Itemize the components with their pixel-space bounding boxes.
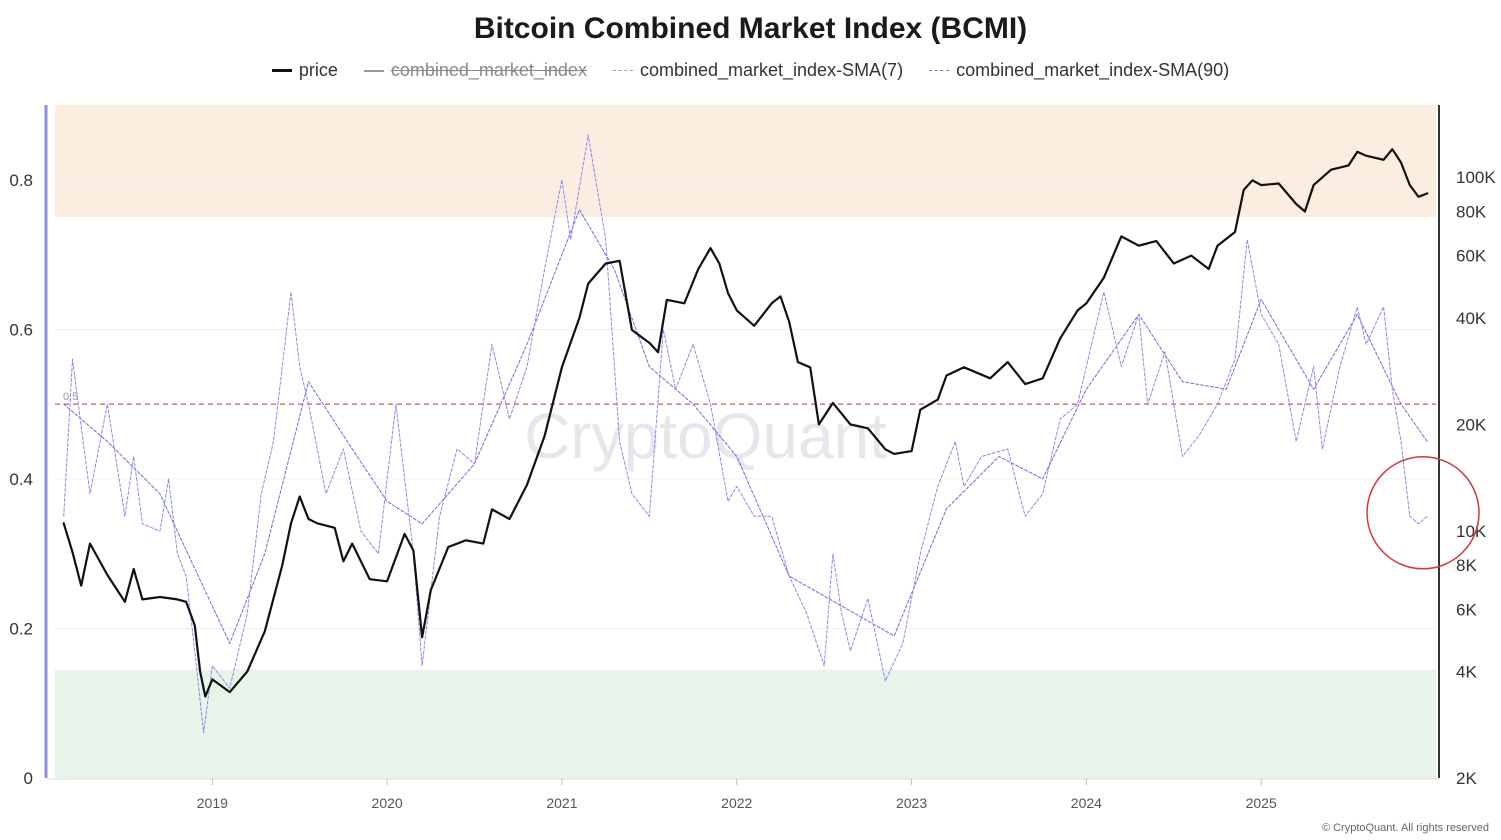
- legend-item-price[interactable]: price: [271, 60, 338, 81]
- zone-band-0: [55, 105, 1436, 218]
- legend-item-sma7[interactable]: combined_market_index-SMA(7): [612, 60, 904, 81]
- series-line-combined-market-index-sma-7-: [63, 134, 1428, 734]
- legend-label-price: price: [298, 60, 338, 80]
- zone-band-1: [55, 669, 1436, 778]
- x-tick-label: 2024: [1071, 795, 1102, 811]
- legend-label-sma90: combined_market_index-SMA(90): [956, 60, 1230, 80]
- y-left-tick-label: 0: [24, 769, 33, 788]
- series-line-combined-market-index-sma-90-: [63, 209, 1428, 644]
- y-right-tick-label: 4K: [1456, 663, 1477, 682]
- y-right-tick-label: 2K: [1456, 769, 1477, 788]
- y-left-tick-label: 0.4: [9, 470, 33, 489]
- legend-swatch-sma90: [929, 70, 950, 71]
- legend-label-combined-market-index: combined_market_index: [390, 60, 587, 80]
- y-right-tick-label: 6K: [1456, 600, 1477, 619]
- y-right-tick-label: 8K: [1456, 556, 1477, 575]
- legend-item-combined-market-index[interactable]: combined_market_index: [363, 60, 587, 81]
- y-left-tick-label: 0.8: [9, 171, 33, 190]
- chart-title: Bitcoin Combined Market Index (BCMI): [473, 12, 1028, 45]
- watermark-text: CryptoQuant: [524, 400, 887, 472]
- y-right-tick-label: 100K: [1456, 168, 1496, 187]
- y-right-tick-label: 40K: [1456, 309, 1487, 328]
- legend-item-sma90[interactable]: combined_market_index-SMA(90): [929, 60, 1229, 81]
- x-tick-label: 2022: [721, 795, 752, 811]
- legend-swatch-price: [271, 69, 292, 72]
- x-tick-label: 2025: [1246, 795, 1277, 811]
- legend-label-sma7: combined_market_index-SMA(7): [639, 60, 904, 80]
- y-right-tick-label: 10K: [1456, 522, 1487, 541]
- highlight-circle: [1366, 456, 1480, 570]
- legend-swatch-sma7: [612, 70, 633, 71]
- y-left-tick-label: 0.2: [9, 619, 33, 638]
- x-tick-label: 2019: [197, 795, 228, 811]
- x-tick-label: 2021: [546, 795, 577, 811]
- x-tick-label: 2023: [896, 795, 927, 811]
- y-right-tick-label: 20K: [1456, 415, 1487, 434]
- y-right-tick-label: 60K: [1456, 247, 1487, 266]
- y-right-tick-label: 80K: [1456, 202, 1487, 221]
- series-line-price: [62, 148, 1429, 698]
- y-left-tick-label: 0.6: [9, 320, 33, 339]
- legend: price combined_market_index combined_mar…: [0, 60, 1501, 81]
- copyright-notice: © CryptoQuant. All rights reserved: [1321, 822, 1489, 834]
- legend-swatch-combined-market-index: [363, 69, 384, 72]
- x-tick-label: 2020: [372, 795, 403, 811]
- reference-line-label: 0.5: [63, 391, 78, 403]
